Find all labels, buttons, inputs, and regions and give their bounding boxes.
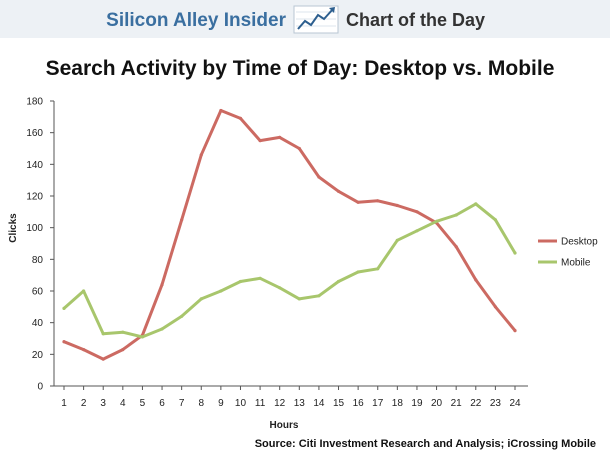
desktop-point — [493, 305, 497, 309]
mobile-point — [258, 276, 262, 280]
mobile-point — [180, 314, 184, 318]
x-tick-label: 6 — [159, 398, 165, 409]
desktop-point — [180, 218, 184, 222]
x-tick-label: 15 — [333, 398, 345, 409]
desktop-point — [297, 146, 301, 151]
desktop-point — [474, 278, 478, 282]
mobile-point — [160, 327, 164, 331]
x-tick-label: 5 — [140, 398, 146, 409]
desktop-series-line — [62, 109, 517, 361]
desktop-point — [199, 153, 203, 157]
desktop-point — [376, 199, 380, 203]
desktop-point — [160, 283, 164, 287]
y-tick-label: 40 — [32, 318, 44, 329]
brand-name: Silicon Alley Insider — [106, 10, 286, 31]
x-axis-label: Hours — [270, 420, 299, 431]
desktop-point — [219, 108, 223, 113]
x-tick-label: 7 — [179, 398, 185, 409]
mobile-point — [454, 213, 458, 217]
chart-of-the-day-label: Chart of the Day — [346, 10, 485, 30]
x-tick-label: 13 — [294, 398, 306, 409]
mobile-point — [238, 279, 243, 284]
y-tick-label: 140 — [26, 160, 43, 171]
series-layer — [62, 108, 517, 361]
mobile-point — [199, 297, 203, 301]
mobile-point — [101, 332, 105, 336]
mobile-point — [395, 238, 399, 242]
desktop-point — [278, 135, 282, 139]
y-tick-label: 0 — [37, 382, 43, 393]
mobile-series-line — [62, 202, 517, 339]
mobile-point — [474, 202, 478, 206]
mobile-point — [121, 330, 125, 334]
mobile-point — [62, 306, 66, 310]
legend: Desktop Mobile — [538, 237, 598, 269]
x-tick-label: 11 — [255, 398, 266, 409]
x-tick-label: 2 — [81, 398, 87, 409]
y-tick-label: 160 — [26, 128, 43, 139]
desktop-point — [238, 116, 243, 120]
x-tick-label: 23 — [490, 398, 502, 409]
mobile-point — [435, 219, 439, 223]
y-tick-label: 180 — [26, 97, 43, 108]
x-tick-label: 24 — [509, 398, 521, 409]
x-tick-label: 17 — [372, 398, 384, 409]
x-tick-label: 12 — [274, 398, 286, 409]
y-tick-label: 120 — [26, 192, 43, 203]
trend-line-logo-icon — [293, 5, 339, 34]
mobile-point — [219, 289, 223, 293]
desktop-point — [82, 348, 86, 352]
mobile-point — [513, 251, 517, 255]
x-tick-label: 20 — [431, 398, 443, 409]
desktop-point — [395, 203, 399, 208]
x-tick-label: 10 — [235, 398, 247, 409]
mobile-point — [297, 297, 301, 301]
desktop-point — [356, 200, 360, 204]
x-tick-label: 22 — [470, 398, 482, 409]
y-tick-label: 60 — [32, 287, 44, 298]
chart-title: Search Activity by Time of Day: Desktop … — [46, 57, 555, 80]
x-tick-label: 4 — [120, 398, 126, 409]
source-note: Source: Citi Investment Research and Ana… — [255, 438, 596, 450]
y-axis-ticks: 0 20 40 60 80 100 120 140 160 180 — [26, 97, 54, 393]
mobile-point — [336, 279, 341, 284]
legend-label-desktop: Desktop — [561, 237, 598, 248]
desktop-point — [415, 210, 419, 214]
y-tick-label: 80 — [32, 255, 44, 266]
x-tick-label: 16 — [353, 398, 365, 409]
y-tick-label: 20 — [32, 350, 44, 361]
x-tick-label: 1 — [61, 398, 67, 409]
x-tick-label: 19 — [411, 398, 423, 409]
desktop-point — [513, 329, 517, 333]
x-tick-label: 9 — [218, 398, 224, 409]
x-tick-label: 8 — [198, 398, 204, 409]
desktop-point — [336, 189, 341, 193]
mobile-point — [140, 335, 144, 339]
y-tick-label: 100 — [26, 223, 43, 234]
desktop-point — [101, 357, 105, 361]
mobile-point — [317, 294, 321, 298]
x-tick-label: 21 — [451, 398, 463, 409]
desktop-point — [258, 139, 262, 143]
desktop-point — [121, 348, 125, 352]
y-axis-label: Clicks — [8, 213, 19, 243]
mobile-point — [493, 218, 497, 222]
mobile-point — [415, 229, 419, 233]
legend-label-mobile: Mobile — [561, 258, 591, 269]
mobile-point — [356, 270, 360, 274]
x-tick-label: 18 — [392, 398, 404, 409]
x-axis-ticks: 1 2 3 4 5 6 7 8 9 10 11 12 13 14 15 16 17 18 19 20 21 22 23 24 — [61, 386, 521, 409]
mobile-point — [278, 286, 282, 290]
x-tick-label: 3 — [100, 398, 106, 409]
desktop-point — [62, 340, 66, 344]
mobile-point — [82, 289, 86, 293]
mobile-point — [376, 267, 380, 271]
x-tick-label: 14 — [313, 398, 325, 409]
desktop-point — [454, 245, 458, 249]
desktop-point — [317, 175, 321, 179]
